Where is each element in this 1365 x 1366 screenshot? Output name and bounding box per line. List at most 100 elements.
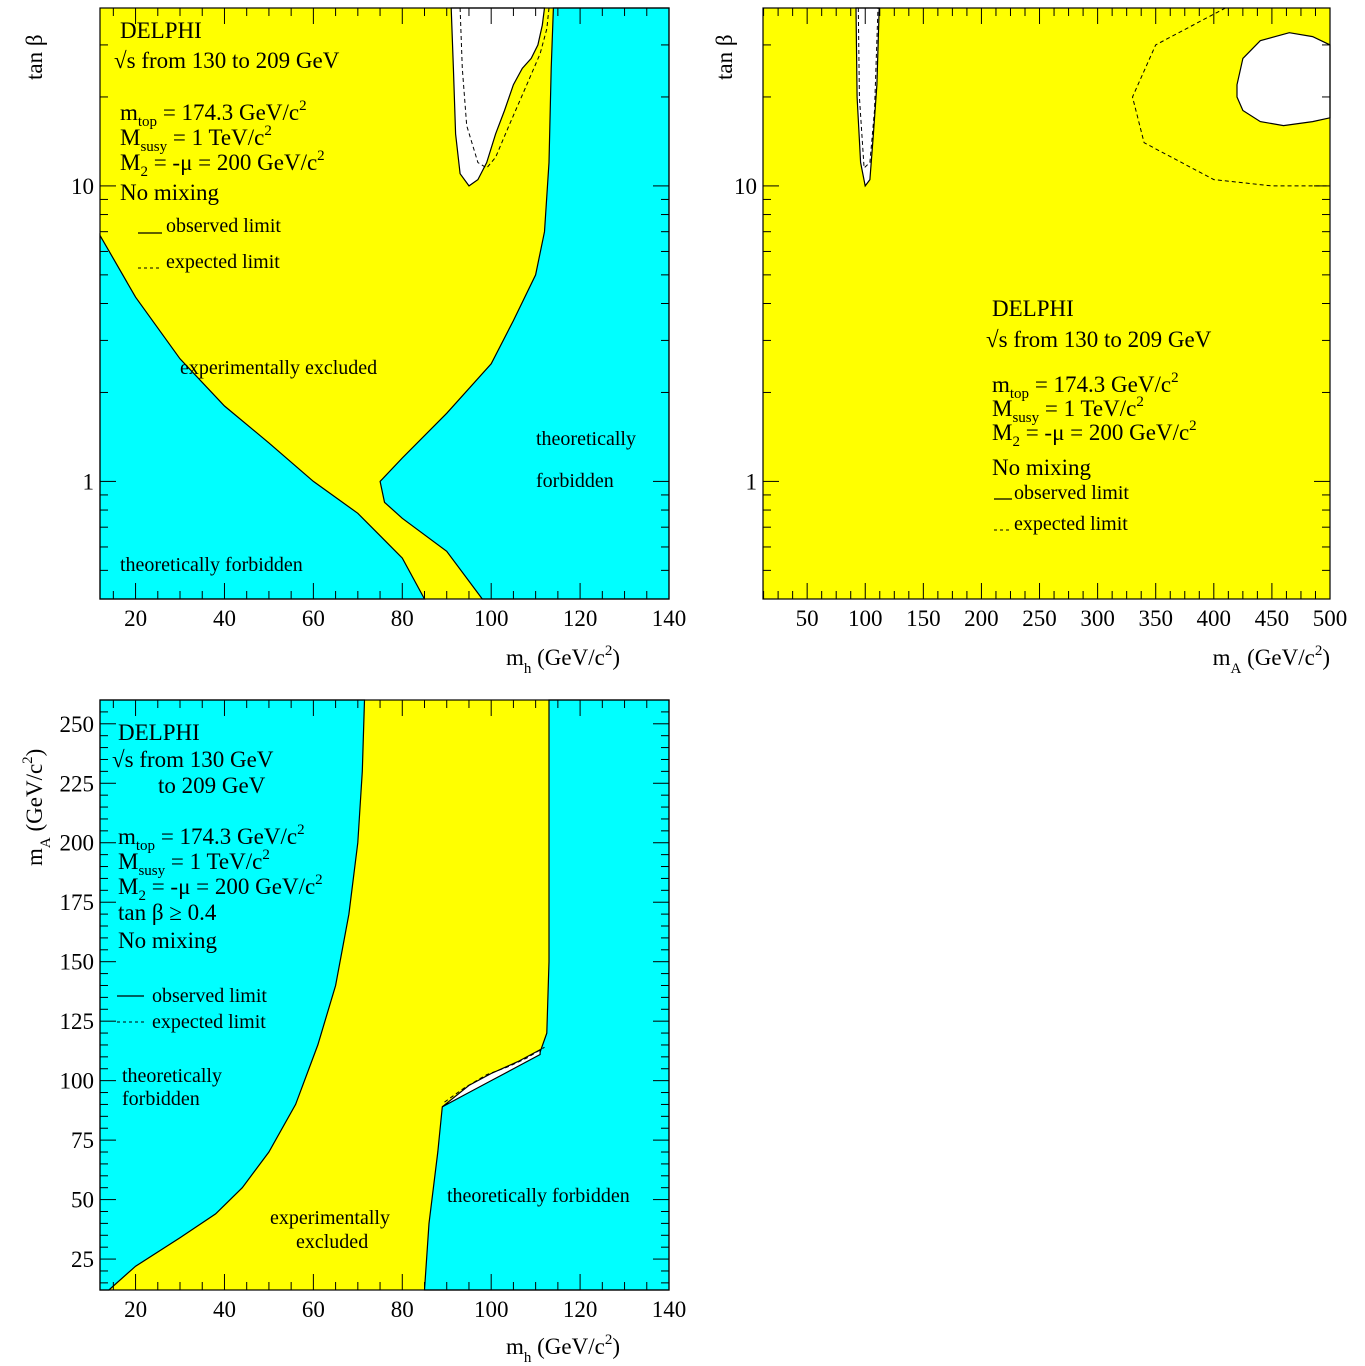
x-tick-label: 140 bbox=[652, 606, 687, 631]
m2-value: = -μ = 200 GeV/c bbox=[148, 150, 317, 175]
observed-legend-label: observed limit bbox=[152, 985, 267, 1007]
region-theoretically-forbidden-right: theoretically forbidden bbox=[447, 1185, 630, 1207]
m2-subscript: 2 bbox=[1012, 434, 1020, 450]
msusy-superscript: 2 bbox=[262, 847, 270, 863]
y-axis-close: ) bbox=[22, 749, 47, 757]
mtop-value: = 174.3 GeV/c bbox=[155, 824, 297, 849]
mixing-label: No mixing bbox=[120, 180, 220, 205]
x-axis-unit: (GeV/c bbox=[531, 1334, 604, 1359]
msusy-symbol: M bbox=[120, 125, 140, 150]
x-tick-label: 300 bbox=[1080, 606, 1115, 631]
region-allowed-observed-a bbox=[855, 7, 880, 188]
y-tick-label: 1 bbox=[746, 469, 758, 494]
x-tick-label: 150 bbox=[906, 606, 941, 631]
plot-frame bbox=[99, 699, 670, 1291]
y-tick-label: 75 bbox=[71, 1128, 94, 1153]
msusy-value: = 1 TeV/c bbox=[165, 849, 262, 874]
expected-limit-curve-b bbox=[1131, 7, 1330, 187]
y-tick-label: 200 bbox=[60, 831, 95, 856]
m2-symbol: M bbox=[118, 874, 138, 899]
msusy-subscript: susy bbox=[1012, 410, 1039, 426]
expected-legend-label: expected limit bbox=[1014, 513, 1128, 535]
mtop-superscript: 2 bbox=[1171, 370, 1179, 386]
m2-superscript: 2 bbox=[317, 148, 325, 164]
y-tick-label: 10 bbox=[71, 174, 94, 199]
mtop-value: = 174.3 GeV/c bbox=[157, 100, 299, 125]
msusy-superscript: 2 bbox=[1136, 394, 1144, 410]
expected-legend-label: expected limit bbox=[152, 1011, 266, 1033]
mtop-subscript: top bbox=[1010, 386, 1029, 402]
m2-value: = -μ = 200 GeV/c bbox=[146, 874, 315, 899]
mixing-label: No mixing bbox=[992, 455, 1092, 480]
m2-superscript: 2 bbox=[1189, 418, 1197, 434]
region-theoretically-forbidden-left-2: forbidden bbox=[122, 1088, 200, 1110]
x-axis-subscript: h bbox=[524, 1350, 532, 1366]
m2-label: M2 = -μ = 200 GeV/c2 bbox=[120, 148, 325, 180]
y-axis-label: tan β bbox=[22, 34, 47, 80]
m2-superscript: 2 bbox=[315, 872, 323, 888]
energy-label-1: √s from 130 GeV bbox=[112, 747, 274, 772]
region-forbidden-left bbox=[99, 699, 366, 1291]
x-tick-label: 80 bbox=[391, 1297, 414, 1322]
mtop-subscript: top bbox=[136, 838, 155, 854]
x-axis-unit: (GeV/c bbox=[531, 645, 604, 670]
x-axis-superscript: 2 bbox=[1315, 643, 1323, 659]
plot-frame bbox=[99, 7, 670, 600]
x-axis-subscript: A bbox=[1231, 661, 1242, 677]
m2-label: M2 = -μ = 200 GeV/c2 bbox=[118, 872, 323, 904]
msusy-label: Msusy = 1 TeV/c2 bbox=[992, 394, 1144, 426]
x-tick-label: 50 bbox=[796, 606, 819, 631]
region-theoretically-forbidden-left-1: theoretically bbox=[122, 1065, 222, 1087]
msusy-subscript: susy bbox=[140, 139, 167, 155]
mtop-value: = 174.3 GeV/c bbox=[1029, 372, 1171, 397]
y-tick-label: 50 bbox=[71, 1188, 94, 1213]
y-axis-superscript: 2 bbox=[20, 756, 36, 764]
x-tick-label: 40 bbox=[213, 1297, 236, 1322]
y-tick-label: 10 bbox=[734, 174, 757, 199]
region-experimentally-excluded-1: experimentally bbox=[270, 1207, 390, 1229]
x-tick-label: 40 bbox=[213, 606, 236, 631]
y-axis-unit: (GeV/c bbox=[22, 764, 47, 837]
mtop-label: mtop = 174.3 GeV/c2 bbox=[118, 822, 305, 854]
m2-value: = -μ = 200 GeV/c bbox=[1020, 420, 1189, 445]
msusy-value: = 1 TeV/c bbox=[1039, 396, 1136, 421]
x-tick-label: 20 bbox=[124, 606, 147, 631]
experiment-label: DELPHI bbox=[992, 296, 1074, 321]
m2-subscript: 2 bbox=[138, 888, 146, 904]
x-tick-label: 140 bbox=[652, 1297, 687, 1322]
y-tick-label: 1 bbox=[83, 469, 95, 494]
mtop-symbol: m bbox=[992, 372, 1010, 397]
mixing-label: No mixing bbox=[118, 928, 218, 953]
x-tick-label: 60 bbox=[302, 606, 325, 631]
x-tick-label: 450 bbox=[1255, 606, 1290, 631]
x-axis-label: mA (GeV/c2) bbox=[1213, 643, 1330, 677]
y-axis-symbol: m bbox=[22, 848, 47, 866]
msusy-value: = 1 TeV/c bbox=[167, 125, 264, 150]
x-tick-label: 20 bbox=[124, 1297, 147, 1322]
region-theoretically-forbidden-left: theoretically forbidden bbox=[120, 554, 303, 576]
x-tick-label: 200 bbox=[964, 606, 999, 631]
x-axis-superscript: 2 bbox=[605, 1332, 613, 1348]
region-allowed-observed bbox=[441, 1048, 541, 1108]
x-axis-superscript: 2 bbox=[605, 643, 613, 659]
expected-limit-curve bbox=[459, 7, 550, 169]
mtop-symbol: m bbox=[118, 824, 136, 849]
mtop-label: mtop = 174.3 GeV/c2 bbox=[992, 370, 1179, 402]
region-theoretically-forbidden-right-2: forbidden bbox=[536, 470, 614, 492]
m2-subscript: 2 bbox=[140, 164, 148, 180]
x-axis-symbol: m bbox=[1213, 645, 1231, 670]
energy-label: √s from 130 to 209 GeV bbox=[986, 327, 1212, 352]
m2-symbol: M bbox=[992, 420, 1012, 445]
x-axis-label: mh (GeV/c2) bbox=[506, 643, 620, 677]
x-axis-subscript: h bbox=[524, 661, 532, 677]
region-allowed-observed bbox=[450, 7, 546, 187]
y-axis-label: tan β bbox=[712, 34, 737, 80]
x-tick-label: 60 bbox=[302, 1297, 325, 1322]
observed-legend-label: observed limit bbox=[166, 215, 281, 237]
x-tick-label: 120 bbox=[563, 606, 598, 631]
plot-frame bbox=[762, 7, 1331, 600]
expected-legend-label: expected limit bbox=[166, 251, 280, 273]
mtop-superscript: 2 bbox=[299, 98, 307, 114]
msusy-superscript: 2 bbox=[264, 123, 272, 139]
x-tick-label: 100 bbox=[474, 606, 509, 631]
